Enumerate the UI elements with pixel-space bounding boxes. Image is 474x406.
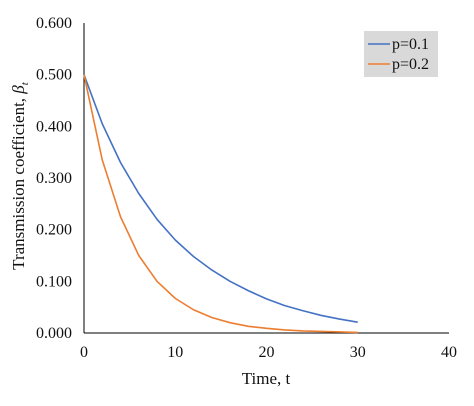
x-tick-label: 0 [80,344,88,361]
y-tick-label: 0.300 [36,170,72,187]
legend-label-p02: p=0.2 [392,56,429,73]
legend-label-p01: p=0.1 [392,36,429,53]
series-line-p01 [83,74,358,323]
y-tick-label: 0.000 [36,325,72,342]
y-tick-label: 0.500 [36,67,72,84]
x-tick-label: 10 [167,344,183,361]
y-axis-label-symbol: β [9,85,28,95]
legend-box [364,31,438,77]
legend: p=0.1 p=0.2 [364,31,438,77]
y-tick-labels: 0.000 0.100 0.200 0.300 0.400 0.500 0.600 [36,15,72,342]
y-tick-label: 0.400 [36,118,72,135]
y-tick-label: 0.600 [36,15,72,32]
y-tick-label: 0.200 [36,222,72,239]
x-tick-label: 20 [259,344,275,361]
x-tick-label: 40 [441,344,457,361]
y-axis-label-subscript: t [19,81,31,85]
y-tick-label: 0.100 [36,273,72,290]
x-tick-labels: 0 10 20 30 40 [80,344,457,361]
x-tick-label: 30 [350,344,366,361]
x-axis-label: Time, t [242,369,291,388]
y-axis-label: Transmission coefficient, βt [9,81,31,270]
series-line-p02 [83,74,358,334]
series-layer [83,74,358,334]
axes [83,23,449,334]
